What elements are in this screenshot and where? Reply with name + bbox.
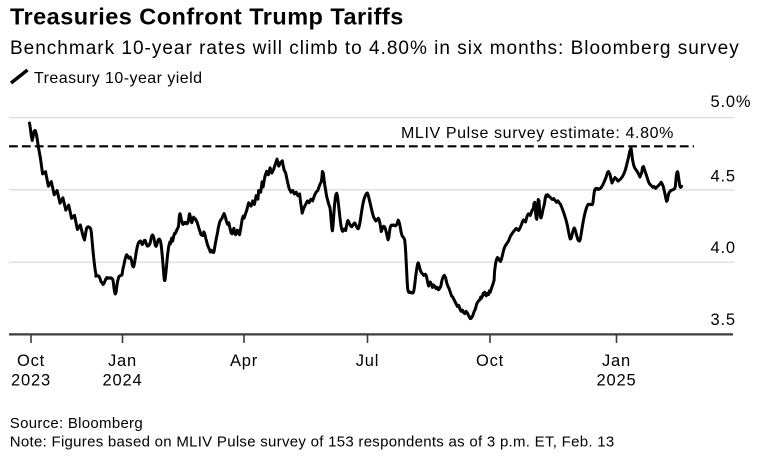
svg-text:Jul: Jul xyxy=(356,352,380,370)
svg-text:Treasury 10-year yield: Treasury 10-year yield xyxy=(34,70,202,87)
svg-text:Benchmark 10-year rates will c: Benchmark 10-year rates will climb to 4.… xyxy=(10,38,740,59)
svg-text:2024: 2024 xyxy=(103,372,143,390)
svg-text:2023: 2023 xyxy=(11,372,51,390)
svg-text:Note: Figures based on MLIV Pu: Note: Figures based on MLIV Pulse survey… xyxy=(10,433,615,450)
svg-text:5.0%: 5.0% xyxy=(711,93,752,111)
svg-text:2025: 2025 xyxy=(597,372,637,390)
svg-text:4.0: 4.0 xyxy=(711,239,736,257)
svg-text:MLIV Pulse survey estimate: 4.: MLIV Pulse survey estimate: 4.80% xyxy=(401,125,674,142)
svg-text:Treasuries Confront Trump Tari: Treasuries Confront Trump Tariffs xyxy=(10,4,404,30)
svg-text:Source: Bloomberg: Source: Bloomberg xyxy=(10,415,143,432)
svg-text:4.5: 4.5 xyxy=(711,167,736,185)
svg-text:Jan: Jan xyxy=(602,352,631,370)
svg-text:Jan: Jan xyxy=(108,352,137,370)
svg-text:Apr: Apr xyxy=(230,352,258,370)
svg-text:Oct: Oct xyxy=(17,352,45,370)
svg-text:Oct: Oct xyxy=(476,352,504,370)
svg-text:3.5: 3.5 xyxy=(711,311,736,329)
